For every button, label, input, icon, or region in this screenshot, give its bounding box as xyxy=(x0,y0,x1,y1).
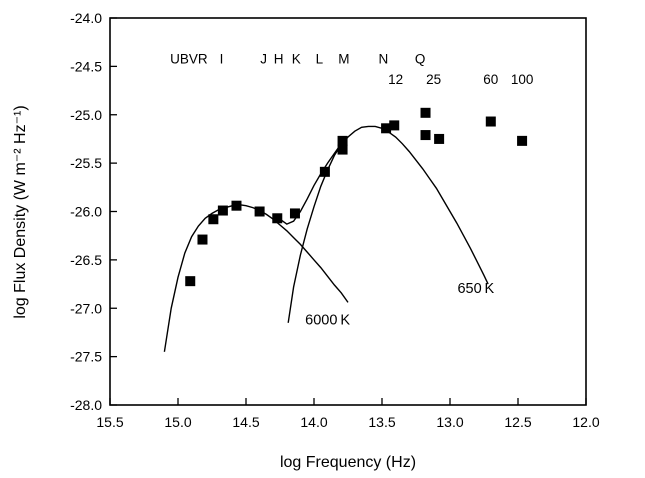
band-labels: UBVR I J H K L M N12 Q25 60 100 xyxy=(170,51,533,86)
x-tick-label: 13.5 xyxy=(368,414,395,430)
model-curve-3 xyxy=(279,143,342,225)
data-point xyxy=(485,116,496,127)
y-axis-title: log Flux Density (W m⁻² Hz⁻¹) xyxy=(12,105,29,318)
curve-label: 6000 K xyxy=(305,313,350,329)
band-label: Q xyxy=(415,51,426,66)
y-tick-label: -24.0 xyxy=(70,10,102,26)
y-tick-label: -27.0 xyxy=(70,300,102,316)
band-label: 25 xyxy=(426,72,441,87)
data-point xyxy=(517,135,528,146)
band-label: L xyxy=(316,51,324,66)
band-label: I xyxy=(220,51,224,66)
data-point xyxy=(289,208,300,219)
band-label: 12 xyxy=(388,72,403,87)
band-label: M xyxy=(338,51,349,66)
x-axis-title: log Frequency (Hz) xyxy=(280,454,416,471)
y-tick-label: -26.0 xyxy=(70,204,102,220)
y-tick-label: -26.5 xyxy=(70,252,102,268)
data-point xyxy=(337,144,348,155)
data-point xyxy=(208,214,219,225)
band-label: K xyxy=(292,51,301,66)
data-point xyxy=(389,120,400,131)
data-point xyxy=(197,234,208,245)
axis-ticks: 15.5 15.0 14.5 14.0 13.5 13.0 12.5 12.0 -24.0 -24… xyxy=(70,10,600,430)
data-markers xyxy=(185,107,528,287)
y-tick-label: -27.5 xyxy=(70,349,102,365)
y-tick-label: -25.5 xyxy=(70,155,102,171)
x-tick-label: 14.0 xyxy=(300,414,327,430)
x-tick-label: 13.0 xyxy=(436,414,463,430)
y-tick-label: -25.0 xyxy=(70,107,102,123)
data-point xyxy=(420,130,431,141)
data-point xyxy=(254,206,265,217)
data-point xyxy=(420,107,431,118)
x-tick-label: 15.5 xyxy=(96,414,123,430)
band-label: J xyxy=(260,51,267,66)
data-point xyxy=(272,213,283,224)
curve-labels: 6000 K 650 K xyxy=(305,281,494,329)
x-tick-label: 12.5 xyxy=(504,414,531,430)
data-point xyxy=(231,200,242,211)
band-label: N xyxy=(378,51,388,66)
y-tick-label: -28.0 xyxy=(70,397,102,413)
band-label: 100 xyxy=(511,72,534,87)
x-tick-label: 15.0 xyxy=(164,414,191,430)
band-label: H xyxy=(274,51,284,66)
data-point xyxy=(381,123,392,134)
curve-label: 650 K xyxy=(457,281,494,297)
plot-frame xyxy=(109,17,587,406)
y-tick-label: -24.5 xyxy=(70,58,102,74)
data-point xyxy=(319,166,330,177)
x-tick-label: 14.5 xyxy=(232,414,259,430)
data-point xyxy=(337,135,348,146)
data-point xyxy=(217,205,228,216)
data-point xyxy=(185,276,196,287)
x-tick-label: 12.0 xyxy=(572,414,599,430)
band-label: 60 xyxy=(483,72,498,87)
band-label: UBVR xyxy=(170,51,208,66)
data-point xyxy=(434,133,445,144)
